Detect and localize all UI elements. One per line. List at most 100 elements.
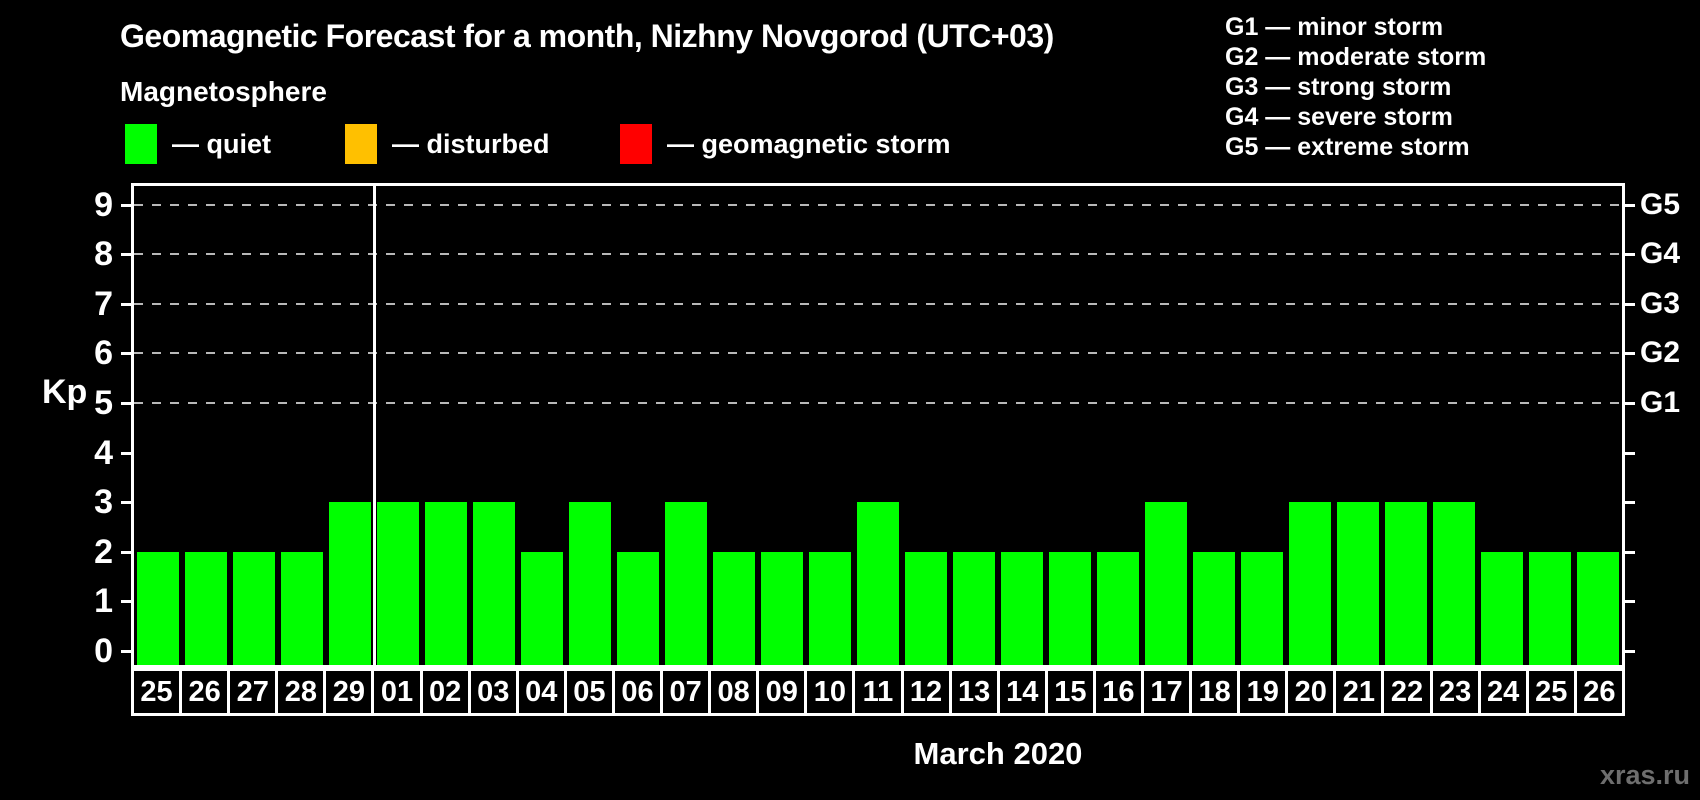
day-label-22: 22 bbox=[1381, 668, 1433, 716]
left-tick-kp8 bbox=[121, 253, 131, 257]
legend-label: — quiet bbox=[172, 129, 271, 159]
kp-bar-day-19 bbox=[1241, 551, 1283, 665]
kp-bar-day-26 bbox=[185, 551, 227, 665]
month-boundary-line bbox=[372, 186, 376, 665]
left-tick-kp5 bbox=[121, 402, 131, 405]
day-label-04: 04 bbox=[515, 668, 567, 716]
legend-label: — geomagnetic storm bbox=[667, 129, 951, 159]
kp-bar-day-22 bbox=[1385, 502, 1427, 665]
kp-bar-day-29 bbox=[329, 502, 371, 665]
y-tick-label-8: 8 bbox=[94, 235, 113, 274]
kp-bar-day-03 bbox=[473, 502, 515, 665]
day-label-07: 07 bbox=[660, 668, 712, 716]
g-legend-line: G4 — severe storm bbox=[1225, 103, 1453, 131]
right-tick-kp6 bbox=[1625, 352, 1635, 356]
right-tick-kp2 bbox=[1625, 550, 1635, 554]
right-tick-kp0 bbox=[1625, 650, 1635, 653]
day-label-10: 10 bbox=[804, 668, 856, 716]
kp-bar-day-23 bbox=[1433, 502, 1475, 665]
kp-bar-day-11 bbox=[857, 502, 899, 665]
day-label-24: 24 bbox=[1477, 668, 1529, 716]
kp-bar-day-16 bbox=[1097, 551, 1139, 665]
kp-bar-day-20 bbox=[1289, 502, 1331, 665]
g-axis-label-g5: G5 bbox=[1640, 187, 1681, 221]
kp-bar-day-09 bbox=[761, 551, 803, 665]
day-label-03: 03 bbox=[467, 668, 519, 716]
day-label-06: 06 bbox=[611, 668, 664, 716]
kp-bar-day-21 bbox=[1337, 502, 1379, 665]
gridline-kp5 bbox=[134, 402, 1622, 404]
right-tick-kp9 bbox=[1625, 203, 1635, 207]
y-tick-label-7: 7 bbox=[94, 284, 113, 323]
day-label-29: 29 bbox=[323, 668, 375, 716]
g-legend-line: G3 — strong storm bbox=[1225, 73, 1452, 101]
kp-bar-day-27 bbox=[233, 551, 275, 665]
day-label-23: 23 bbox=[1429, 668, 1481, 716]
y-tick-label-1: 1 bbox=[94, 582, 113, 621]
day-label-26: 26 bbox=[1573, 668, 1625, 716]
y-tick-label-2: 2 bbox=[94, 532, 113, 571]
gridline-kp7 bbox=[134, 302, 1622, 305]
right-tick-kp7 bbox=[1625, 302, 1635, 306]
legend-label: — disturbed bbox=[392, 129, 550, 159]
kp-bar-day-28 bbox=[281, 551, 323, 665]
right-tick-kp8 bbox=[1625, 253, 1635, 257]
gridline-kp6 bbox=[134, 352, 1622, 355]
right-tick-kp4 bbox=[1625, 451, 1635, 455]
y-tick-label-3: 3 bbox=[94, 483, 113, 522]
left-tick-kp7 bbox=[121, 302, 131, 306]
day-label-25: 25 bbox=[131, 668, 183, 716]
left-tick-kp0 bbox=[121, 650, 131, 653]
kp-bar-day-10 bbox=[809, 551, 851, 665]
left-tick-kp4 bbox=[121, 451, 131, 455]
kp-bar-day-02 bbox=[425, 502, 467, 665]
g-axis-label-g1: G1 bbox=[1640, 386, 1681, 419]
g-legend-line: G5 — extreme storm bbox=[1225, 133, 1470, 161]
kp-bar-day-18 bbox=[1193, 551, 1235, 665]
g-axis-label-g2: G2 bbox=[1640, 336, 1681, 370]
y-tick-label-9: 9 bbox=[94, 185, 113, 224]
x-axis-month-label: March 2020 bbox=[913, 736, 1083, 771]
kp-bar-day-06 bbox=[617, 551, 659, 665]
day-label-21: 21 bbox=[1333, 668, 1385, 716]
gridline-kp9 bbox=[134, 203, 1622, 206]
day-label-02: 02 bbox=[419, 668, 471, 716]
kp-bar-day-24 bbox=[1481, 551, 1523, 665]
right-tick-kp3 bbox=[1625, 501, 1635, 505]
x-axis-day-labels: 25 26 27 28 29 01 02 03 04 05 06 07 08 09 10 11 12 13 14 15… bbox=[131, 668, 1625, 716]
chart-title: Geomagnetic Forecast for a month, Nizhny… bbox=[120, 18, 1054, 54]
magnetosphere-label: Magnetosphere bbox=[120, 76, 327, 107]
day-label-01: 01 bbox=[371, 668, 423, 716]
day-label-25: 25 bbox=[1525, 668, 1577, 716]
kp-bar-day-05 bbox=[569, 502, 611, 665]
plot-area bbox=[121, 183, 1635, 668]
kp-bar-day-15 bbox=[1049, 551, 1091, 665]
day-label-14: 14 bbox=[996, 668, 1048, 716]
day-label-12: 12 bbox=[900, 668, 952, 716]
y-tick-label-5: 5 bbox=[94, 384, 113, 422]
left-tick-kp1 bbox=[121, 600, 131, 604]
y-tick-label-4: 4 bbox=[94, 433, 113, 472]
left-tick-kp9 bbox=[121, 203, 131, 207]
kp-bar-day-07 bbox=[665, 502, 707, 665]
day-label-11: 11 bbox=[852, 668, 904, 716]
g-scale-legend: G1 — minor storm G2 — moderate storm G3 — … bbox=[1225, 12, 1486, 162]
kp-bar-day-17 bbox=[1145, 502, 1187, 665]
kp-bar-day-26 bbox=[1577, 551, 1619, 665]
right-tick-kp1 bbox=[1625, 600, 1635, 604]
y-tick-label-0: 0 bbox=[94, 632, 113, 670]
kp-bar-day-08 bbox=[713, 551, 755, 665]
day-label-27: 27 bbox=[227, 668, 279, 716]
y-axis-label: Kp bbox=[42, 373, 88, 411]
g-legend-line: G2 — moderate storm bbox=[1225, 43, 1487, 71]
quiet-color-swatch bbox=[125, 124, 157, 164]
g-axis-label-g4: G4 bbox=[1640, 237, 1681, 271]
day-label-15: 15 bbox=[1044, 668, 1096, 716]
kp-bar-day-04 bbox=[521, 551, 563, 665]
day-label-17: 17 bbox=[1140, 668, 1193, 716]
geomagnetic-storm-color-swatch bbox=[620, 124, 652, 164]
kp-bar-day-12 bbox=[905, 551, 947, 665]
right-tick-kp5 bbox=[1625, 402, 1635, 405]
kp-bar-day-13 bbox=[953, 551, 995, 665]
